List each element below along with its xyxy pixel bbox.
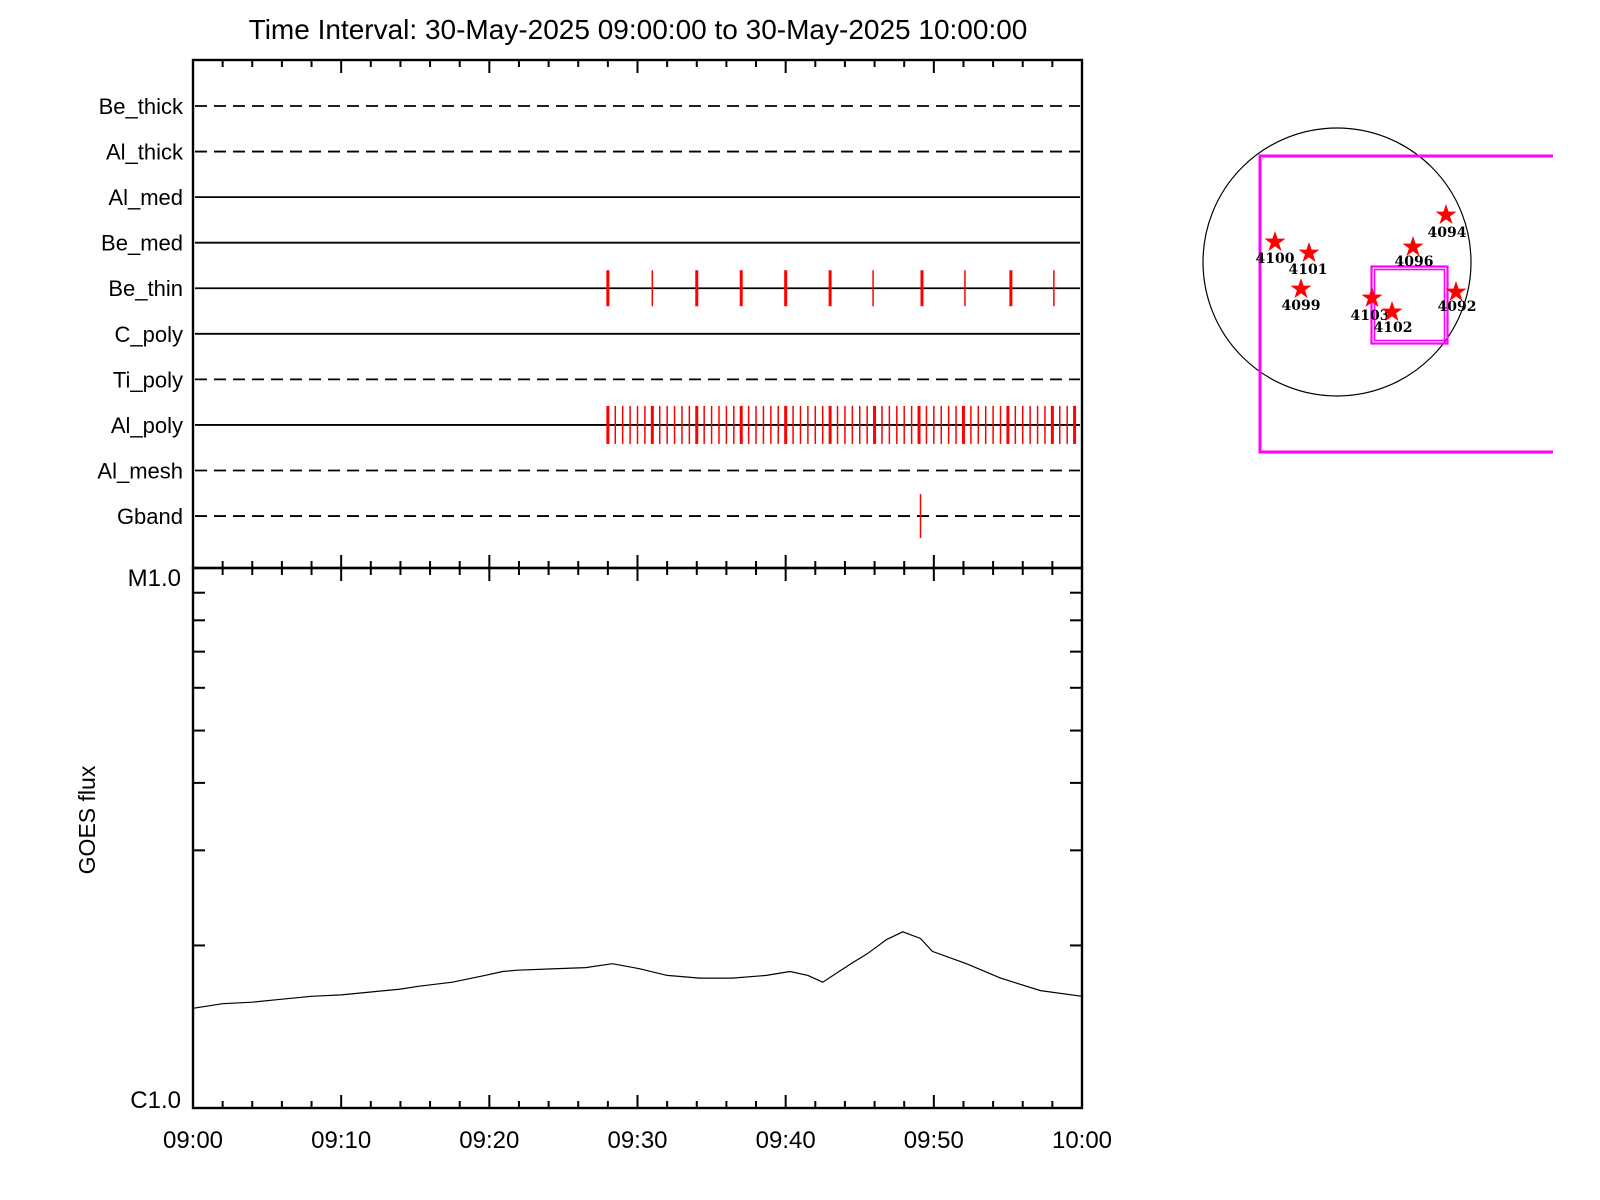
active-region-star-icon <box>1435 203 1457 224</box>
time-axis-ticks <box>192 60 1083 1108</box>
goes-ymin-label: C1.0 <box>130 1087 181 1114</box>
filter-label: Be_thick <box>99 94 184 119</box>
active-region-4103: 4103 <box>1351 286 1390 324</box>
active-region-4096: 4096 <box>1395 235 1434 270</box>
filter-label: Be_thin <box>108 276 183 301</box>
fov-box-large <box>1258 154 1553 454</box>
active-region-4100: 4100 <box>1256 230 1295 267</box>
filter-label: C_poly <box>115 322 183 347</box>
x-axis-tick-label: 09:40 <box>756 1127 816 1154</box>
filter-row-Al_poly: Al_poly <box>111 405 1080 444</box>
active-region-label: 4099 <box>1282 298 1321 314</box>
active-region-star-icon <box>1381 300 1403 321</box>
filter-label: Ti_poly <box>113 367 183 392</box>
goes-ymax-label: M1.0 <box>128 565 181 592</box>
active-region-4101: 4101 <box>1289 241 1328 278</box>
active-region-star-icon <box>1298 241 1320 262</box>
filter-row-Al_med: Al_med <box>108 185 1080 210</box>
active-region-label: 4103 <box>1351 308 1390 324</box>
filter-label: Al_med <box>108 185 183 210</box>
active-region-4094: 4094 <box>1428 203 1467 241</box>
x-axis-tick-label: 10:00 <box>1052 1127 1112 1154</box>
filter-row-Be_med: Be_med <box>101 231 1080 256</box>
page-title: Time Interval: 30-May-2025 09:00:00 to 3… <box>248 14 1028 45</box>
active-region-star-icon <box>1361 286 1383 307</box>
filter-row-Al_thick: Al_thick <box>106 140 1080 165</box>
x-axis-tick-label: 09:00 <box>163 1127 223 1154</box>
active-region-label: 4092 <box>1438 299 1477 315</box>
filter-timeline-panel <box>191 58 1084 570</box>
filter-label: Al_poly <box>111 413 183 438</box>
x-axis-tick-label: 09:50 <box>904 1127 964 1154</box>
active-region-label: 4102 <box>1374 320 1413 336</box>
active-region-star-icon <box>1264 230 1286 251</box>
x-axis-tick-label: 09:30 <box>607 1127 667 1154</box>
panel-frames <box>191 58 1084 1110</box>
filter-label: Al_mesh <box>97 458 183 483</box>
active-region-label: 4100 <box>1256 251 1295 267</box>
fov-box-small <box>1370 265 1449 345</box>
active-region-4092: 4092 <box>1438 280 1477 315</box>
filter-row-Be_thick: Be_thick <box>99 94 1080 119</box>
active-region-label: 4096 <box>1395 254 1434 270</box>
filter-label: Gband <box>117 504 183 529</box>
filter-row-Al_mesh: Al_mesh <box>97 458 1080 483</box>
filter-row-C_poly: C_poly <box>115 322 1080 347</box>
x-axis-tick-label: 09:20 <box>459 1127 519 1154</box>
filter-row-Be_thin: Be_thin <box>108 270 1080 307</box>
active-region-star-icon <box>1290 277 1312 298</box>
active-region-star-icon <box>1445 280 1467 301</box>
active-region-star-icon <box>1402 235 1424 256</box>
filter-label: Al_thick <box>106 140 184 165</box>
filter-row-Gband: Gband <box>117 494 1080 539</box>
active-region-4099: 4099 <box>1282 277 1321 314</box>
fov-box-small <box>1373 268 1446 342</box>
active-region-label: 4094 <box>1428 225 1467 241</box>
filter-label: Be_med <box>101 231 183 256</box>
goes-panel <box>191 566 1084 1110</box>
active-region-4102: 4102 <box>1374 300 1413 336</box>
solar-limb-circle <box>1202 127 1472 397</box>
goes-y-axis-title: GOES flux <box>74 765 100 874</box>
goes-flux-curve <box>192 931 1083 1009</box>
x-axis-tick-label: 09:10 <box>311 1127 371 1154</box>
filter-row-Ti_poly: Ti_poly <box>113 367 1080 392</box>
goes-y-ticks <box>193 591 1082 947</box>
active-region-label: 4101 <box>1289 262 1328 278</box>
